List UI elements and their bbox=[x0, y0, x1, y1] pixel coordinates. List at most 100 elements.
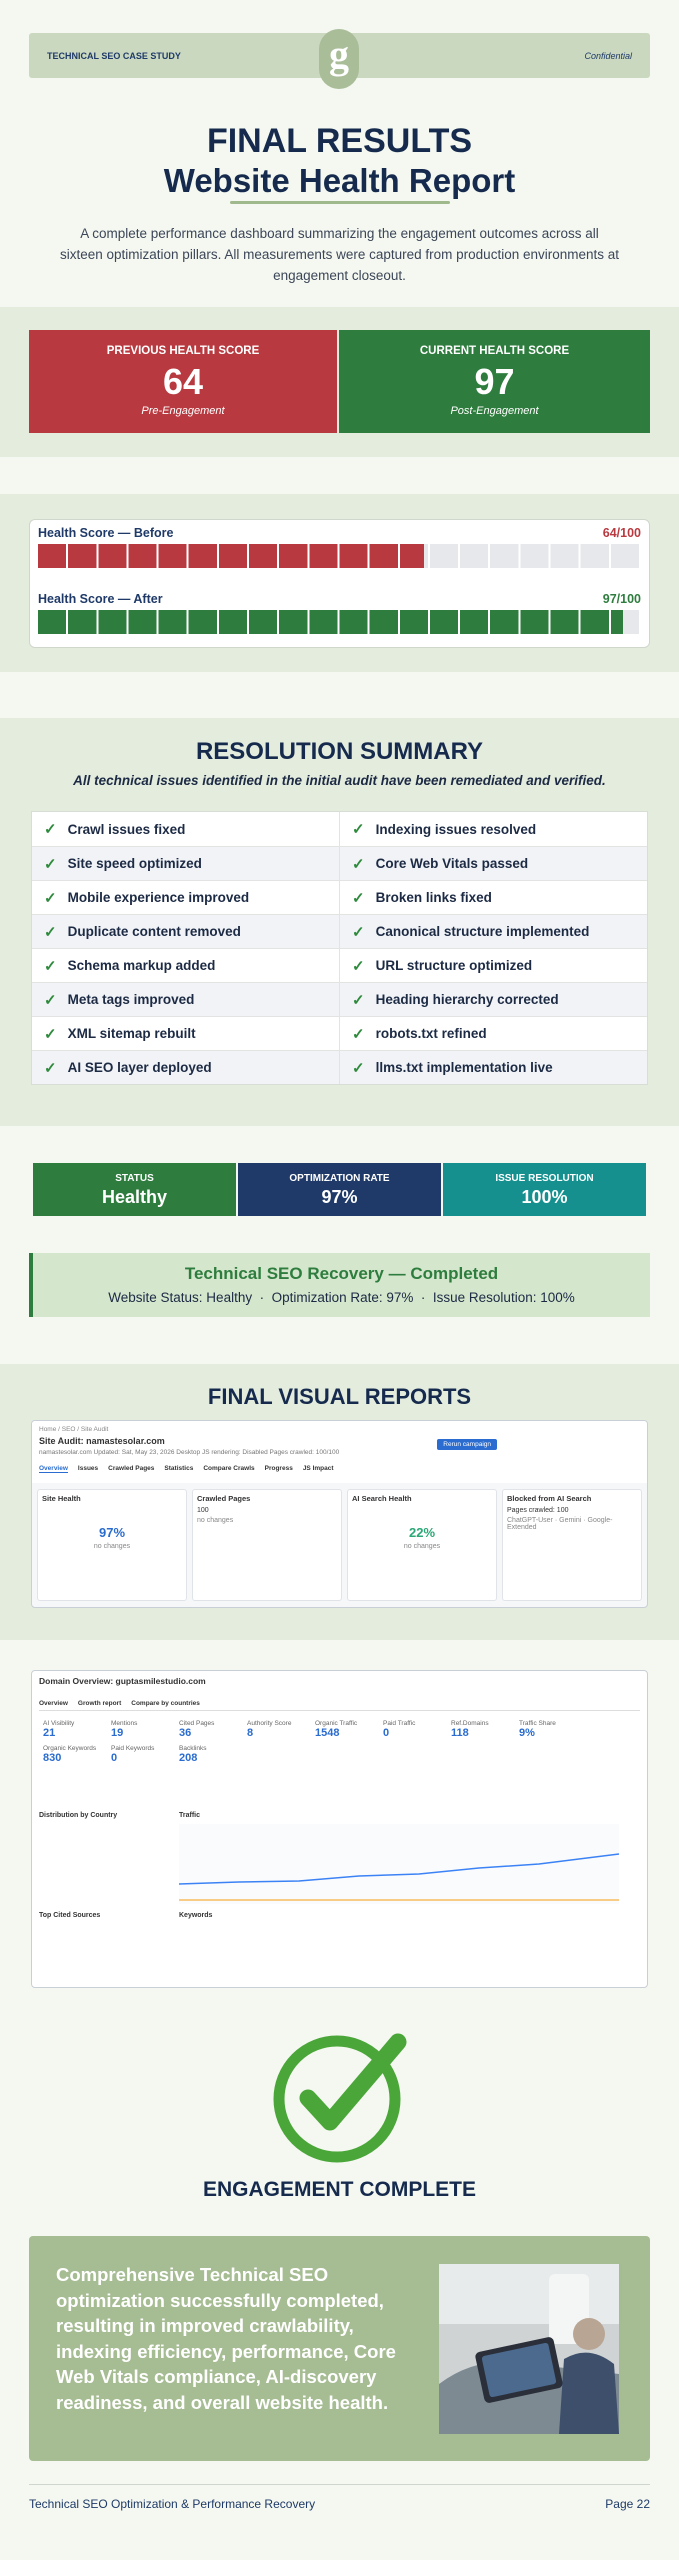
checklist-item: Indexing issues resolved bbox=[340, 812, 647, 846]
score-note: Post-Engagement bbox=[450, 405, 539, 417]
panel-note: no changes bbox=[93, 1543, 131, 1550]
panel-value: Pages crawled: 100 bbox=[507, 1507, 569, 1514]
health-row: Health Score — Before 64/100 bbox=[38, 526, 641, 568]
screenshot-domain-overview: Domain Overview: guptasmilestudio.com Ov… bbox=[31, 1670, 648, 1988]
metric: Paid Traffic 0 bbox=[383, 1720, 443, 1739]
metric: Ref.Domains 118 bbox=[451, 1720, 511, 1739]
subtitle: Website Health Report bbox=[163, 162, 516, 199]
status-tile: STATUS Healthy bbox=[33, 1163, 236, 1216]
checklist-item: Crawl issues fixed bbox=[32, 812, 340, 846]
checklist-item: Duplicate content removed bbox=[32, 915, 340, 948]
metric-label: Authority Score bbox=[247, 1720, 292, 1727]
checklist-row: Crawl issues fixedIndexing issues resolv… bbox=[32, 812, 647, 846]
metric-value: 118 bbox=[451, 1727, 469, 1739]
checklist-item: robots.txt refined bbox=[340, 1017, 647, 1050]
checklist-item: XML sitemap rebuilt bbox=[32, 1017, 340, 1050]
status-value: 100% bbox=[521, 1187, 568, 1207]
checklist-item: Canonical structure implemented bbox=[340, 915, 647, 948]
checklist: Crawl issues fixedIndexing issues resolv… bbox=[31, 811, 648, 1085]
metric: AI Visibility 21 bbox=[43, 1720, 103, 1739]
panel-value: 97% bbox=[98, 1525, 126, 1540]
metric-value: 19 bbox=[111, 1727, 124, 1739]
metric-label: Paid Traffic bbox=[383, 1720, 416, 1727]
checklist-row: Meta tags improvedHeading hierarchy corr… bbox=[32, 982, 647, 1016]
metric-label: Backlinks bbox=[179, 1745, 207, 1752]
section-label: Keywords bbox=[179, 1912, 213, 1919]
check-icon bbox=[273, 2033, 407, 2163]
summary-text: Comprehensive Technical SEO optimization… bbox=[56, 2264, 396, 2413]
metric-label: Mentions bbox=[111, 1720, 138, 1727]
score-card: CURRENT HEALTH SCORE 97 Post-Engagement bbox=[339, 330, 650, 433]
intro: A complete performance dashboard summari… bbox=[60, 226, 620, 283]
tab: Crawled Pages bbox=[108, 1465, 155, 1472]
tab: Progress bbox=[264, 1465, 293, 1472]
status-label: ISSUE RESOLUTION bbox=[495, 1173, 594, 1184]
panel-title: Crawled Pages bbox=[197, 1494, 251, 1503]
panel-note: no changes bbox=[197, 1517, 234, 1524]
status-tile: ISSUE RESOLUTION 100% bbox=[443, 1163, 646, 1216]
tabs: Overview Growth report Compare by countrie… bbox=[39, 1700, 640, 1711]
status-tile: OPTIMIZATION RATE 97% bbox=[238, 1163, 441, 1216]
panel-value: 22% bbox=[408, 1525, 436, 1540]
bar-track bbox=[38, 610, 641, 634]
metric-label: Organic Keywords bbox=[43, 1745, 97, 1752]
bar-title: Health Score — Before bbox=[38, 526, 174, 540]
metric: Organic Traffic 1548 bbox=[315, 1720, 375, 1739]
metric: Paid Keywords 0 bbox=[111, 1745, 171, 1764]
header-left: TECHNICAL SEO CASE STUDY bbox=[47, 50, 181, 61]
tab: Overview bbox=[39, 1465, 68, 1473]
checklist-item: Site speed optimized bbox=[32, 847, 340, 880]
score-value: 64 bbox=[162, 361, 204, 402]
checklist-row: Site speed optimizedCore Web Vitals pass… bbox=[32, 846, 647, 880]
audit-heading: Site Audit: namastesolar.com bbox=[39, 1436, 165, 1446]
section-subtitle: All technical issues identified in the i… bbox=[73, 773, 606, 788]
tab: Growth report bbox=[77, 1700, 122, 1707]
section-label: Traffic bbox=[179, 1812, 201, 1819]
metric: Organic Keywords 830 bbox=[43, 1745, 103, 1764]
metric: Cited Pages 36 bbox=[179, 1720, 239, 1739]
header-right: Confidential bbox=[584, 50, 632, 61]
checklist-item: AI SEO layer deployed bbox=[32, 1051, 340, 1084]
metric: Backlinks 208 bbox=[179, 1745, 239, 1764]
tab: Overview bbox=[39, 1700, 68, 1707]
metric: Traffic Share 9% bbox=[519, 1720, 579, 1739]
panel-note: no changes bbox=[403, 1543, 441, 1550]
bar-title: Health Score — After bbox=[38, 592, 163, 606]
audit-meta: namastesolar.com Updated: Sat, May 23, 2… bbox=[39, 1449, 340, 1456]
section-label: Top Cited Sources bbox=[39, 1912, 101, 1919]
status-label: STATUS bbox=[115, 1173, 154, 1184]
bar-segments bbox=[38, 610, 641, 634]
panel-title: Site Health bbox=[42, 1494, 81, 1503]
panel-value: 100 bbox=[197, 1507, 209, 1514]
metric-label: Paid Keywords bbox=[111, 1745, 155, 1752]
footer-left: Technical SEO Optimization & Performance… bbox=[29, 2497, 316, 2511]
metric-label: Organic Traffic bbox=[315, 1720, 358, 1727]
metric-value: 36 bbox=[179, 1727, 192, 1739]
callout-title: Technical SEO Recovery — Completed bbox=[184, 1264, 499, 1283]
checklist-row: XML sitemap rebuiltrobots.txt refined bbox=[32, 1016, 647, 1050]
checklist-item: Meta tags improved bbox=[32, 983, 340, 1016]
score-value: 97 bbox=[474, 361, 515, 402]
score-label: PREVIOUS HEALTH SCORE bbox=[106, 345, 260, 357]
tab: Issues bbox=[77, 1465, 99, 1472]
metric-label: Traffic Share bbox=[519, 1720, 556, 1727]
checklist-row: Mobile experience improvedBroken links f… bbox=[32, 880, 647, 914]
photo bbox=[439, 2264, 619, 2434]
metric: Authority Score 8 bbox=[247, 1720, 307, 1739]
checklist-row: Duplicate content removedCanonical struc… bbox=[32, 914, 647, 948]
metrics: AI Visibility 21 Mentions 19 Cited Pages 36 Au… bbox=[39, 1717, 599, 1792]
breadcrumb: Home / SEO / Site Audit bbox=[39, 1426, 109, 1433]
button: Rerun campaign bbox=[437, 1439, 497, 1450]
panel-note: ChatGPT-User · Gemini · Google-Extended bbox=[507, 1517, 613, 1531]
tab: JS Impact bbox=[302, 1465, 334, 1472]
bar-segments bbox=[38, 544, 641, 568]
screenshot-site-audit: Home / SEO / Site Audit Site Audit: nama… bbox=[31, 1420, 648, 1608]
score-label: CURRENT HEALTH SCORE bbox=[419, 345, 570, 357]
health-bars: Health Score — Before 64/100 Health Score … bbox=[29, 519, 650, 648]
summary-box: Comprehensive Technical SEO optimization… bbox=[29, 2236, 650, 2461]
tab: Statistics bbox=[164, 1465, 194, 1472]
checklist-item: Broken links fixed bbox=[340, 881, 647, 914]
rule bbox=[29, 2484, 650, 2485]
metric-value: 21 bbox=[43, 1727, 56, 1739]
